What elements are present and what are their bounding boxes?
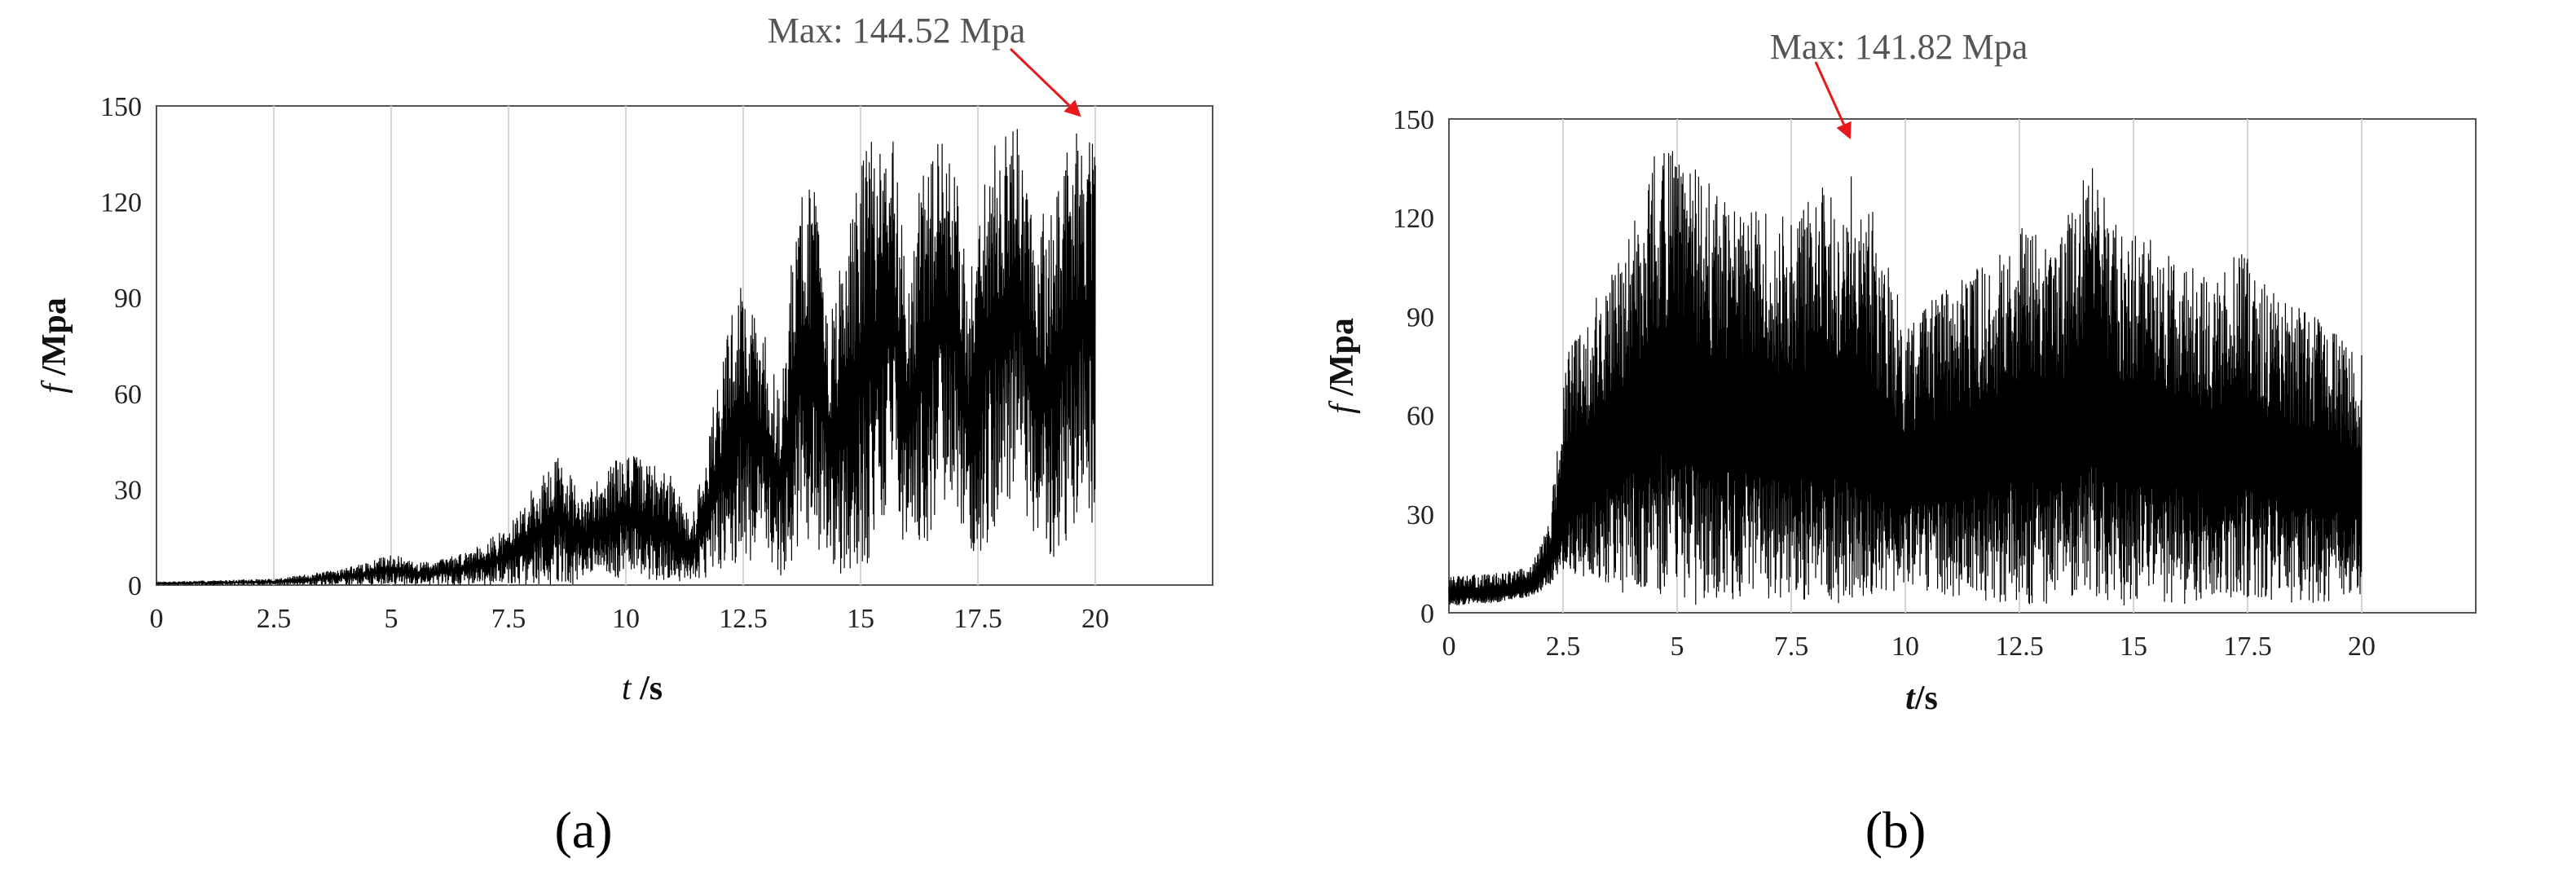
chart-b-x-tick-label: 20 [2348, 632, 2376, 662]
chart-a-y-axis-unit: /Mpa [36, 297, 73, 384]
chart-a-signal-line [156, 129, 1096, 586]
chart-a-x-tick-label: 20 [1081, 604, 1109, 634]
chart-b-x-tick-label: 0 [1442, 632, 1456, 662]
chart-b-y-axis-label: f /Mpa [1323, 318, 1361, 414]
chart-a-panel-label: (a) [554, 801, 612, 859]
chart-b-x-tick-label: 17.5 [2223, 632, 2272, 662]
chart-b-x-tick-label: 15 [2120, 632, 2147, 662]
chart-a-y-tick-label: 30 [114, 475, 142, 505]
chart-a-y-ticks: 0 30 60 90 120 150 [100, 92, 142, 601]
chart-b-max-arrowhead [1836, 121, 1852, 140]
chart-a-y-tick-label: 60 [114, 380, 142, 410]
chart-b-y-tick-label: 120 [1393, 204, 1434, 234]
chart-b-x-axis-unit: /s [1914, 680, 1938, 717]
chart-b-y-tick-label: 150 [1393, 105, 1434, 135]
chart-b-y-tick-label: 60 [1407, 402, 1434, 432]
chart-b-x-axis-symbol: t [1905, 680, 1916, 717]
chart-b-x-tick-label: 7.5 [1774, 632, 1809, 662]
chart-a-max-arrow [1009, 47, 1071, 107]
chart-b-y-axis-unit: /Mpa [1323, 318, 1361, 404]
chart-a-x-tick-label: 15 [847, 604, 874, 634]
chart-a-y-axis-label: f /Mpa [36, 297, 73, 394]
chart-b-max-annotation: Max: 141.82 Mpa [1770, 27, 2028, 67]
chart-a-max-annotation: Max: 144.52 Mpa [768, 11, 1026, 51]
chart-a-y-tick-label: 150 [100, 92, 142, 122]
chart-a-x-tick-label: 5 [385, 604, 399, 634]
chart-a-x-axis-symbol: t [622, 670, 632, 707]
chart-a-max-arrowhead [1063, 99, 1081, 117]
chart-b-x-tick-label: 10 [1891, 632, 1919, 662]
chart-a-y-tick-label: 90 [114, 284, 142, 314]
chart-a-x-tick-label: 0 [150, 604, 164, 634]
chart-b-x-ticks: 0 2.5 5 7.5 10 12.5 15 17.5 20 [1442, 632, 2376, 662]
chart-b-max-arrow [1814, 61, 1845, 125]
chart-b-x-tick-label: 12.5 [1995, 632, 2044, 662]
chart-b-y-tick-label: 30 [1407, 500, 1434, 530]
chart-b-panel-label: (b) [1865, 801, 1926, 859]
chart-b-x-tick-label: 5 [1671, 632, 1684, 662]
chart-a-x-axis-label: t /s [622, 670, 663, 707]
chart-a-y-tick-label: 0 [128, 571, 142, 601]
chart-b-y-ticks: 0 30 60 90 120 150 [1393, 105, 1434, 629]
chart-b-x-axis-label: t/s [1905, 680, 1938, 717]
chart-b-y-tick-label: 0 [1420, 599, 1434, 629]
chart-b-signal-line [1448, 151, 2362, 606]
chart-a-plot-area [156, 105, 1213, 586]
chart-b-y-tick-label: 90 [1407, 302, 1434, 332]
chart-a-x-tick-label: 2.5 [257, 604, 292, 634]
chart-a-x-axis-unit: /s [632, 670, 663, 707]
chart-a-x-tick-label: 7.5 [491, 604, 526, 634]
chart-b: 0 2.5 5 7.5 10 12.5 15 17.5 20 0 30 60 90 120 150 t/s… [1323, 27, 2477, 859]
chart-a-y-tick-label: 120 [100, 188, 142, 218]
chart-a-x-tick-label: 17.5 [953, 604, 1002, 634]
chart-b-x-tick-label: 2.5 [1546, 632, 1581, 662]
chart-a-x-ticks: 0 2.5 5 7.5 10 12.5 15 17.5 20 [150, 604, 1110, 634]
chart-a-x-tick-label: 10 [612, 604, 640, 634]
chart-a-x-tick-label: 12.5 [719, 604, 768, 634]
chart-a: 0 2.5 5 7.5 10 12.5 15 17.5 20 0 30 60 90 120 150 t /… [36, 11, 1213, 859]
